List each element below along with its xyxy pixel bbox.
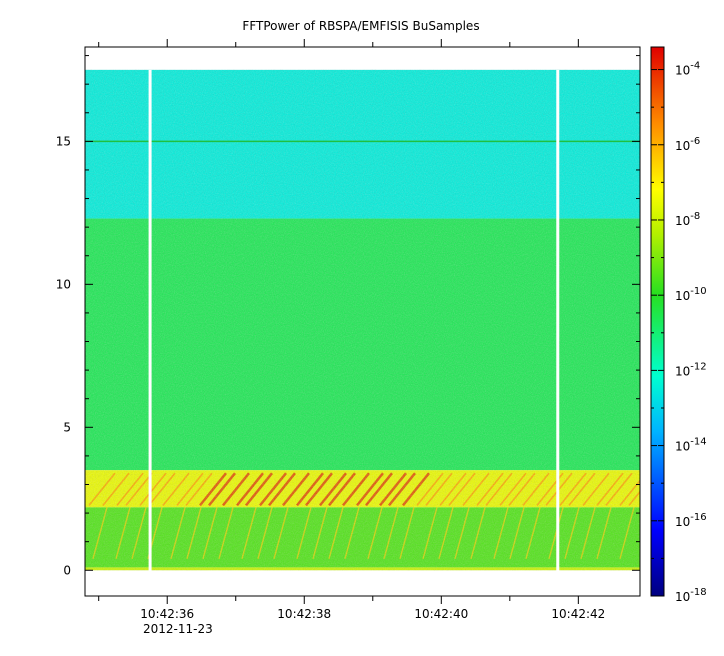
colorbar (650, 46, 665, 597)
plot-frame (84, 46, 641, 597)
colorbar-tick-label: 10-14 (675, 437, 707, 454)
spectrogram-plot-area (85, 47, 640, 596)
colorbar-tick-label: 10-8 (675, 211, 700, 228)
date-label: 2012-11-23 (143, 622, 213, 636)
y-tick-label: 5 (63, 420, 71, 434)
x-tick-label: 10:42:36 (140, 607, 194, 621)
spectrogram-noise (85, 69, 640, 571)
y-tick-label: 0 (63, 563, 71, 577)
colorbar-tick-label: 10-16 (675, 512, 707, 529)
data-gap (148, 69, 152, 572)
colorbar-tick-label: 10-6 (675, 136, 700, 153)
colorbar-tick-label: 10-10 (675, 286, 707, 303)
colorbar-tick-label: 10-4 (675, 61, 700, 78)
x-axis: 10:42:36 10:42:38 10:42:40 10:42:42 (98, 39, 605, 621)
y-axis: 0 5 10 15 (56, 55, 640, 577)
x-tick-label: 10:42:42 (551, 607, 605, 621)
data-gap (556, 69, 560, 572)
x-tick-label: 10:42:38 (277, 607, 331, 621)
chart-title: FFTPower of RBSPA/EMFISIS BuSamples (242, 19, 479, 33)
colorbar-tick-label: 10-18 (675, 587, 707, 604)
x-tick-label: 10:42:40 (414, 607, 468, 621)
colorbar-tick-label: 10-12 (675, 361, 707, 378)
y-tick-label: 15 (56, 134, 71, 148)
colorbar-axis: 10-4 10-6 10-8 10-10 10-12 10-14 10-16 10-18 (651, 61, 707, 604)
y-tick-label: 10 (56, 277, 71, 291)
